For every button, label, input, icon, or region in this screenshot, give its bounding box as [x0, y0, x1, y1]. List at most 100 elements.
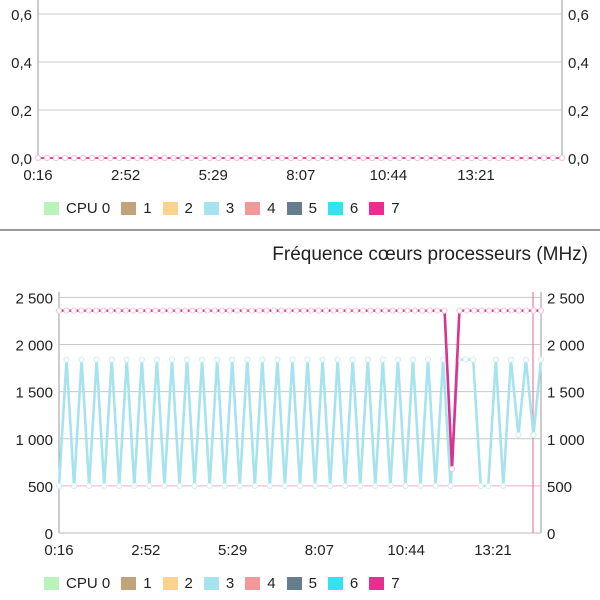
data-point	[530, 307, 537, 314]
y-tick-label-right: 500	[547, 479, 572, 496]
data-point	[78, 307, 85, 314]
data-point	[287, 154, 295, 162]
data-point	[434, 307, 441, 314]
legend-label: CPU 0	[66, 199, 111, 217]
data-point	[515, 307, 522, 314]
data-point	[327, 482, 334, 489]
data-point	[537, 356, 545, 363]
data-point	[174, 307, 181, 314]
data-point	[558, 154, 566, 162]
frequency-chart: 0 0 500 500 1 000 1 000 1 500 1 500 2 000 2 000 2 …	[15, 290, 585, 559]
top-legend-item: 1	[121, 200, 152, 217]
data-point	[304, 356, 311, 363]
data-point	[244, 356, 251, 363]
data-point	[500, 482, 507, 489]
bottom-legend-item: 5	[286, 574, 317, 592]
data-point	[179, 154, 186, 162]
frequency-legend: CPU 0 1 2 3 4 5 6 7	[44, 574, 411, 592]
data-point	[285, 307, 292, 314]
data-point	[477, 482, 484, 489]
top-legend-item: 3	[203, 199, 235, 217]
x-tick-label: 8:07	[305, 542, 334, 559]
data-point	[504, 154, 511, 162]
legend-label: 3	[225, 574, 235, 592]
data-point	[426, 307, 433, 314]
data-point	[55, 482, 63, 489]
data-point	[226, 307, 233, 314]
data-point	[492, 356, 499, 363]
data-point	[167, 307, 174, 314]
data-point	[270, 307, 278, 314]
bottom-legend-item: CPU 0	[44, 575, 110, 592]
data-point	[152, 154, 159, 162]
legend-label: 3	[225, 199, 235, 217]
data-point	[89, 154, 96, 162]
y-tick-label-right: 2 000	[547, 338, 585, 355]
data-point	[146, 482, 153, 489]
data-point	[63, 307, 70, 314]
top-legend-item: 4	[245, 199, 276, 217]
data-point	[404, 307, 411, 314]
legend-swatch	[44, 201, 59, 215]
x-tick-label: 13:21	[474, 542, 512, 559]
y-tick-label-left: 1 000	[15, 432, 53, 449]
data-point	[387, 482, 394, 489]
series-line-3	[57, 358, 543, 488]
bottom-legend-item: 4	[245, 575, 276, 592]
data-point	[402, 482, 409, 489]
x-tick-label: 10:44	[370, 167, 408, 184]
data-point	[241, 307, 248, 314]
cpu-load-legend: CPU 0 1 2 3 4 5 6 7	[44, 199, 411, 217]
data-point	[34, 154, 42, 162]
data-point	[450, 154, 457, 162]
data-point	[251, 482, 258, 489]
data-point	[468, 154, 475, 162]
legend-label: 5	[308, 199, 317, 217]
data-point	[123, 356, 130, 363]
legend-label: 4	[267, 199, 276, 217]
legend-swatch	[369, 201, 385, 215]
legend-label: 7	[391, 199, 400, 217]
data-point	[115, 307, 122, 314]
data-point	[98, 154, 105, 162]
data-point	[360, 154, 367, 162]
data-point	[417, 482, 424, 489]
data-point	[71, 154, 78, 162]
data-point	[138, 356, 145, 363]
x-tick-label: 13:21	[457, 167, 495, 184]
data-point	[530, 431, 537, 439]
data-point	[206, 482, 213, 489]
data-point	[372, 482, 379, 489]
legend-swatch	[203, 576, 219, 590]
data-point	[78, 356, 85, 363]
legend-swatch	[286, 576, 302, 590]
data-point	[305, 154, 313, 162]
data-point	[311, 482, 319, 489]
x-tick-label: 0:16	[23, 167, 52, 184]
data-point	[181, 307, 189, 314]
data-point	[221, 482, 228, 489]
data-point	[364, 356, 371, 363]
top-legend-item: 6	[327, 200, 358, 217]
data-point	[130, 307, 137, 314]
y-tick-label-left: 0,2	[11, 103, 32, 120]
data-point	[485, 482, 492, 489]
y-tick-label-right: 0	[547, 526, 555, 543]
data-point	[462, 356, 469, 363]
data-point	[108, 356, 115, 363]
section-divider	[0, 229, 600, 231]
data-point	[351, 154, 358, 162]
data-point	[134, 154, 141, 162]
legend-swatch	[121, 576, 137, 590]
data-point	[470, 356, 477, 363]
data-point	[324, 154, 331, 162]
legend-swatch	[327, 201, 343, 215]
y-tick-label-left: 1 500	[15, 385, 53, 402]
data-point	[477, 154, 484, 162]
data-point	[322, 307, 330, 314]
data-point	[269, 154, 276, 162]
legend-label: 5	[308, 574, 317, 592]
data-point	[248, 307, 255, 314]
y-tick-label-left: 2 500	[15, 290, 53, 307]
data-point	[188, 154, 195, 162]
